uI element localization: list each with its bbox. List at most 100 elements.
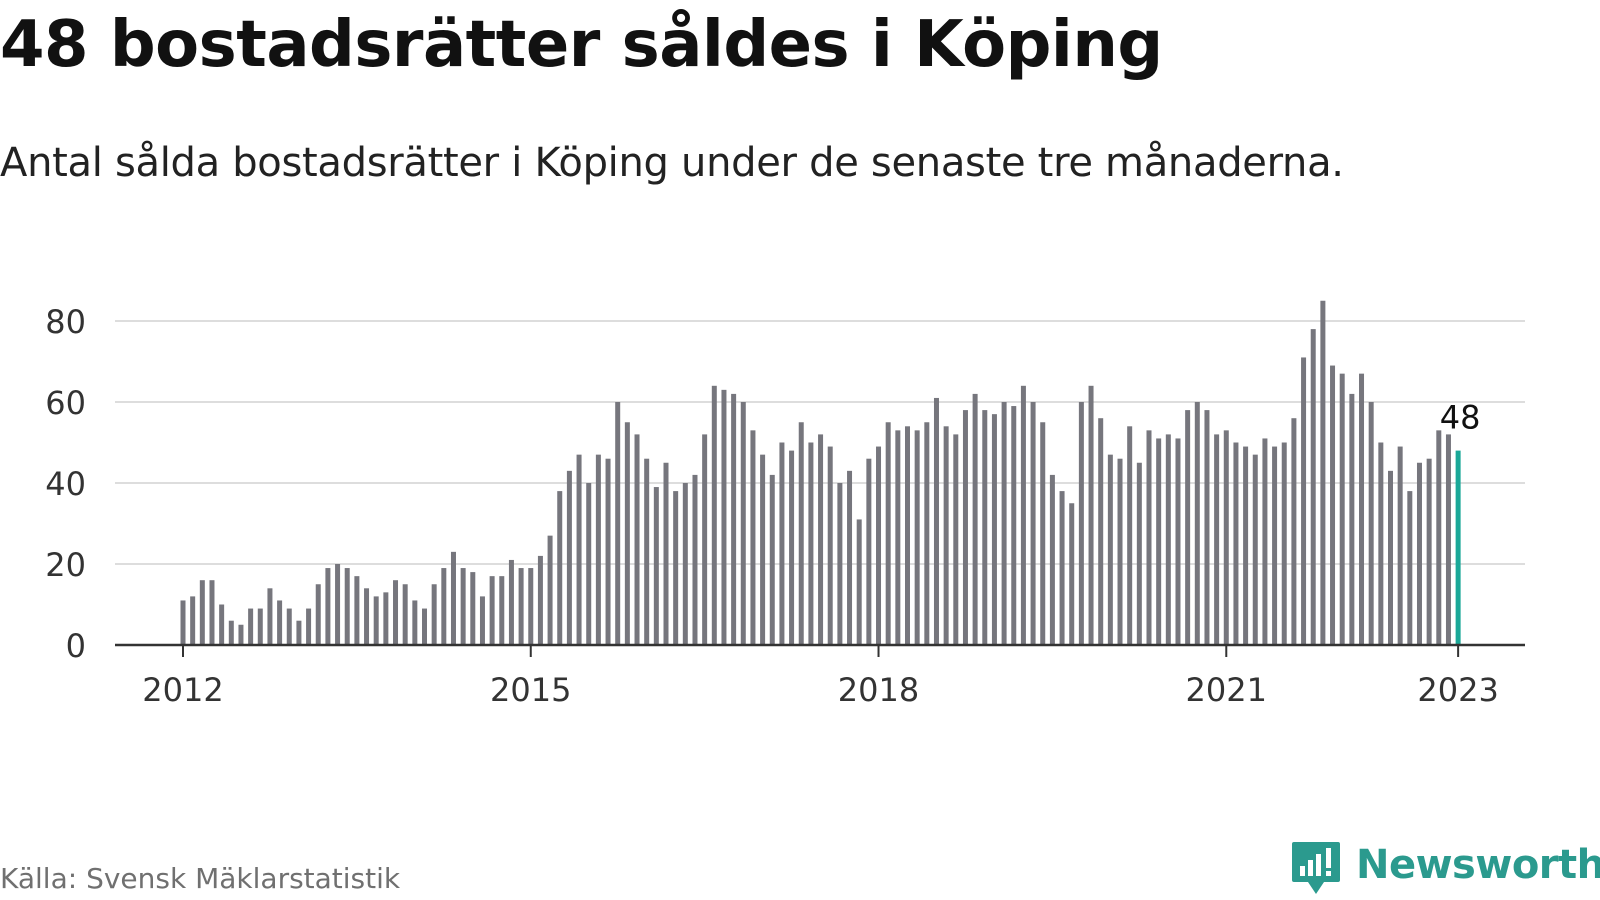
bar [818,434,824,645]
bar [624,422,630,645]
bar [1030,402,1036,645]
bar [1088,385,1094,645]
axis-labels: 0 20 40 60 80 2012 2015 2018 2021 2023 48 [45,303,1499,709]
bar [1165,434,1171,645]
bar [325,568,331,645]
axes [115,643,1525,657]
bar [450,551,456,645]
bar [1020,385,1026,645]
brand-name: Newsworthy [1356,842,1600,888]
bar [1098,418,1104,645]
bar [1001,402,1007,645]
bar [692,474,698,645]
bar [933,397,939,645]
y-tick-label: 80 [45,303,86,341]
bar [924,422,930,645]
y-tick-label: 60 [45,384,86,422]
bar [335,564,341,645]
bar [286,608,292,645]
bar [837,483,843,645]
bar [702,434,708,645]
bar [1310,329,1316,645]
bar [190,596,196,645]
bar [1407,491,1413,645]
bar [1078,402,1084,645]
bar [499,576,505,645]
bar [644,458,650,645]
bar [895,430,901,645]
bar [489,576,495,645]
bar [605,458,611,645]
bar [1059,491,1065,645]
bar [1223,430,1229,645]
bar-series [180,300,1461,645]
x-tick-label: 2012 [142,671,223,709]
bar [344,568,350,645]
bar [1011,406,1017,645]
bar [1330,365,1336,645]
bar [306,608,312,645]
bar [1049,474,1055,645]
bar [1243,446,1249,645]
bar [866,458,872,645]
bar [1397,446,1403,645]
bar [962,410,968,645]
bar [1281,442,1287,645]
bar [566,470,572,645]
bar [779,442,785,645]
bar [248,608,254,645]
bar [750,430,756,645]
bar [364,588,370,645]
bar [557,491,563,645]
bar [431,584,437,645]
bar [663,462,669,645]
bar [1416,462,1422,645]
bar [199,580,205,645]
bar [267,588,273,645]
bar [1156,438,1162,645]
bar [798,422,804,645]
bar-chart: 0 20 40 60 80 2012 2015 2018 2021 2023 48 [45,300,1525,709]
bar [1388,470,1393,645]
bar [228,620,234,645]
bar [615,402,621,645]
bar [1339,373,1345,645]
bar [1136,462,1142,645]
bar [180,600,186,645]
bar [1445,434,1451,645]
bar [885,422,891,645]
bar [528,568,534,645]
bar [518,568,524,645]
bar [1262,438,1268,645]
bar [682,483,688,645]
bar [769,474,775,645]
bar [441,568,447,645]
bar [537,555,543,645]
bar [547,535,553,645]
bar [972,393,978,645]
bar [740,402,746,645]
bar [1146,430,1152,645]
bar [219,604,225,645]
bar [905,426,910,645]
brand-logo: Newsworthy [1290,840,1600,896]
bar [383,592,389,645]
bar [257,608,263,645]
bar [1204,410,1210,645]
bar [634,434,640,645]
bar-highlight [1455,450,1461,645]
bar [1107,454,1113,645]
bar [673,491,679,645]
bar [953,434,959,645]
bar [1301,357,1307,645]
x-tick-label: 2018 [838,671,919,709]
bar [1320,300,1326,645]
bar [576,454,582,645]
bar [393,580,399,645]
bar [1127,426,1133,645]
bar [470,572,476,645]
bar [354,576,360,645]
bar [856,519,862,645]
bar [731,393,737,645]
bar [808,442,814,645]
